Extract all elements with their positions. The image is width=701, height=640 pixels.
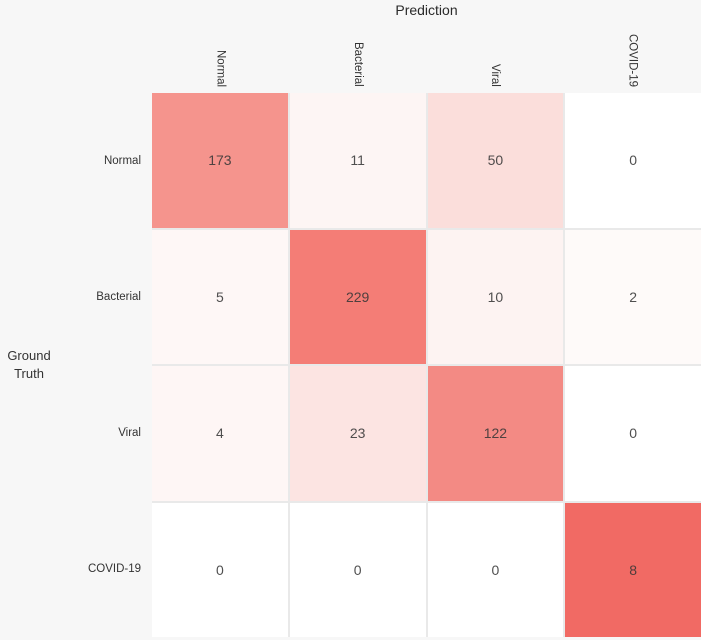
y-tick-slot: Bacterial xyxy=(0,229,148,365)
y-tick-label-bacterial: Bacterial xyxy=(96,291,141,303)
y-axis-tick-labels: Normal Bacterial Viral COVID-19 xyxy=(0,93,148,637)
x-tick-slot: Bacterial xyxy=(289,20,426,90)
y-axis-title-line1: Ground xyxy=(7,348,51,363)
x-tick-label-normal: Normal xyxy=(214,49,227,87)
heatmap-cell-r1c3: 2 xyxy=(565,229,701,364)
y-tick-slot: COVID-19 xyxy=(0,501,148,637)
x-tick-slot: Normal xyxy=(152,20,289,90)
y-tick-slot: Viral xyxy=(0,365,148,501)
x-tick-slot: Viral xyxy=(427,20,564,90)
heatmap-cell-r1c2: 10 xyxy=(427,229,564,364)
y-axis-title-line2: Truth xyxy=(14,366,44,381)
heatmap-cell-r3c3: 8 xyxy=(565,502,701,637)
y-tick-label-covid19: COVID-19 xyxy=(87,563,141,575)
heatmap-grid: 173 11 50 0 5 229 10 2 4 23 122 0 0 0 0 … xyxy=(152,93,701,637)
x-tick-label-viral: Viral xyxy=(489,64,502,87)
heatmap-cell-r1c0: 5 xyxy=(152,229,288,364)
heatmap-cell-r0c3: 0 xyxy=(565,93,701,228)
x-axis-tick-labels: Normal Bacterial Viral COVID-19 xyxy=(152,20,701,90)
x-tick-slot: COVID-19 xyxy=(564,20,701,90)
heatmap-cell-r3c0: 0 xyxy=(152,502,288,637)
y-axis-title: Ground Truth xyxy=(0,93,58,637)
heatmap-cell-r3c2: 0 xyxy=(427,502,564,637)
heatmap-cell-r0c0: 173 xyxy=(152,93,288,228)
heatmap-cell-r2c1: 23 xyxy=(289,366,426,501)
heatmap-cell-r2c0: 4 xyxy=(152,366,288,501)
heatmap-cell-r2c3: 0 xyxy=(565,366,701,501)
y-tick-label-normal: Normal xyxy=(103,155,141,167)
heatmap-cell-r2c2: 122 xyxy=(427,366,564,501)
heatmap-cell-r0c2: 50 xyxy=(427,93,564,228)
y-tick-label-viral: Viral xyxy=(118,427,141,439)
x-tick-label-covid19: COVID-19 xyxy=(626,33,639,87)
x-axis-title: Prediction xyxy=(395,2,458,18)
heatmap-cell-r1c1: 229 xyxy=(289,229,426,364)
heatmap-cell-r3c1: 0 xyxy=(289,502,426,637)
y-tick-slot: Normal xyxy=(0,93,148,229)
heatmap-cell-r0c1: 11 xyxy=(289,93,426,228)
x-tick-label-bacterial: Bacterial xyxy=(351,42,364,87)
